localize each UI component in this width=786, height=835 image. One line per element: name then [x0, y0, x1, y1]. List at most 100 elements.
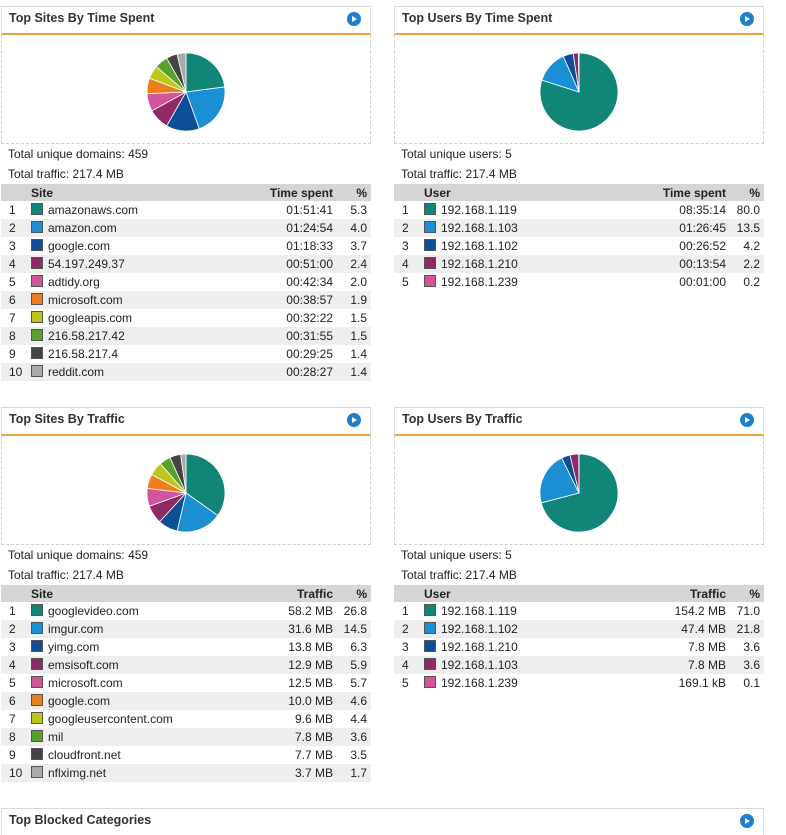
col-header-traffic[interactable]: Traffic [256, 585, 337, 602]
row-name[interactable]: amazon.com [48, 221, 117, 235]
row-name[interactable]: 192.168.1.239 [441, 676, 518, 690]
row-name[interactable]: 192.168.1.103 [441, 658, 518, 672]
total-unique-users: Total unique users: 5 [394, 144, 764, 164]
col-header-time-spent[interactable]: Time spent [219, 184, 337, 201]
col-header-percent[interactable]: % [730, 585, 764, 602]
row-name[interactable]: googleapis.com [48, 311, 132, 325]
col-header-traffic[interactable]: Traffic [616, 585, 730, 602]
row-name[interactable]: googlevideo.com [48, 604, 139, 618]
row-name[interactable]: google.com [48, 694, 110, 708]
col-header-user[interactable]: User [420, 585, 616, 602]
row-name[interactable]: adtidy.org [48, 275, 100, 289]
row-name[interactable]: google.com [48, 239, 110, 253]
row-name-cell: amazonaws.com [27, 201, 219, 219]
row-percent: 1.4 [337, 363, 371, 381]
row-name[interactable]: 192.168.1.102 [441, 239, 518, 253]
color-swatch [31, 365, 43, 377]
color-swatch [31, 347, 43, 359]
row-name[interactable]: microsoft.com [48, 676, 123, 690]
row-name[interactable]: 192.168.1.103 [441, 221, 518, 235]
row-name[interactable]: 192.168.1.119 [441, 203, 517, 217]
row-name[interactable]: 54.197.249.37 [48, 257, 125, 271]
row-name[interactable]: microsoft.com [48, 293, 123, 307]
row-name[interactable]: 192.168.1.102 [441, 622, 518, 636]
col-header-percent[interactable]: % [337, 585, 371, 602]
go-arrow-icon[interactable] [740, 413, 754, 427]
row-percent: 13.5 [730, 219, 764, 237]
row-percent: 5.9 [337, 656, 371, 674]
row-name-cell: 192.168.1.239 [420, 674, 616, 692]
color-swatch [31, 748, 43, 760]
row-rank: 2 [1, 620, 27, 638]
go-arrow-icon[interactable] [740, 814, 754, 828]
col-header-site[interactable]: Site [27, 585, 256, 602]
row-name[interactable]: imgur.com [48, 622, 103, 636]
row-name[interactable]: 216.58.217.42 [48, 329, 125, 343]
col-header-time-spent[interactable]: Time spent [602, 184, 730, 201]
go-arrow-icon[interactable] [740, 12, 754, 26]
panel-title: Top Sites By Time Spent [9, 11, 154, 25]
row-name[interactable]: 192.168.1.210 [441, 640, 518, 654]
row-name[interactable]: emsisoft.com [48, 658, 119, 672]
row-name[interactable]: cloudfront.net [48, 748, 121, 762]
row-percent: 80.0 [730, 201, 764, 219]
go-arrow-icon[interactable] [347, 413, 361, 427]
row-name[interactable]: amazonaws.com [48, 203, 138, 217]
go-arrow-icon[interactable] [347, 12, 361, 26]
row-name[interactable]: googleusercontent.com [48, 712, 173, 726]
col-header-percent[interactable]: % [337, 184, 371, 201]
row-name[interactable]: 192.168.1.210 [441, 257, 518, 271]
row-name[interactable]: 192.168.1.119 [441, 604, 517, 618]
row-name[interactable]: mil [48, 730, 63, 744]
panel-users-traffic: Top Users By Traffic Total unique users:… [394, 407, 764, 692]
col-header-user[interactable]: User [420, 184, 602, 201]
total-unique-users: Total unique users: 5 [394, 545, 764, 565]
panel-title: Top Users By Traffic [402, 412, 523, 426]
row-name-cell: 192.168.1.103 [420, 219, 602, 237]
col-header-site[interactable]: Site [27, 184, 219, 201]
row-name[interactable]: reddit.com [48, 365, 104, 379]
col-header-percent[interactable]: % [730, 184, 764, 201]
row-name[interactable]: 192.168.1.239 [441, 275, 518, 289]
color-swatch [31, 712, 43, 724]
row-value: 12.9 MB [256, 656, 337, 674]
pie-chart [1, 35, 371, 144]
panel-blocked-categories: Top Blocked Categories [1, 808, 764, 835]
row-value: 9.6 MB [256, 710, 337, 728]
total-traffic: Total traffic: 217.4 MB [1, 565, 371, 585]
row-name[interactable]: 216.58.217.4 [48, 347, 118, 361]
row-name[interactable]: nflximg.net [48, 766, 106, 780]
row-name[interactable]: yimg.com [48, 640, 99, 654]
